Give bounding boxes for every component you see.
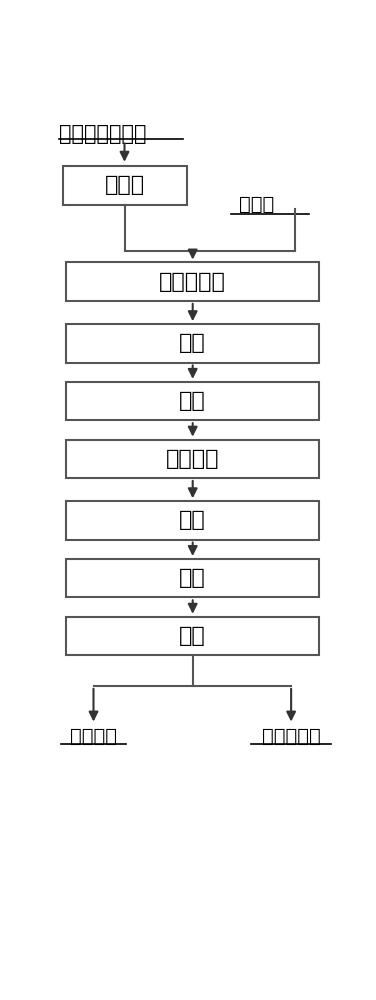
Bar — [62, 166, 186, 205]
Bar — [67, 262, 319, 301]
Text: 硅酸钙溶液: 硅酸钙溶液 — [262, 726, 320, 746]
Bar — [67, 440, 319, 478]
Text: 还原焦烧: 还原焦烧 — [166, 449, 220, 469]
Text: 过滤: 过滤 — [179, 626, 206, 646]
Text: 磨躸: 磨躸 — [179, 568, 206, 588]
Text: 冷却: 冷却 — [179, 510, 206, 530]
Bar — [67, 324, 319, 363]
Bar — [67, 501, 319, 540]
Text: 配料、混匀: 配料、混匀 — [159, 272, 226, 292]
Text: 高硅型锡石精矿: 高硅型锡石精矿 — [59, 124, 146, 144]
Text: 干燥: 干燥 — [179, 391, 206, 411]
Text: 预处理: 预处理 — [105, 175, 144, 195]
Bar — [67, 617, 319, 655]
Text: 碳酸钙: 碳酸钙 — [239, 195, 274, 214]
Bar — [67, 382, 319, 420]
Bar — [67, 559, 319, 597]
Text: 金属锡渣: 金属锡渣 — [70, 726, 117, 746]
Text: 造块: 造块 — [179, 333, 206, 353]
